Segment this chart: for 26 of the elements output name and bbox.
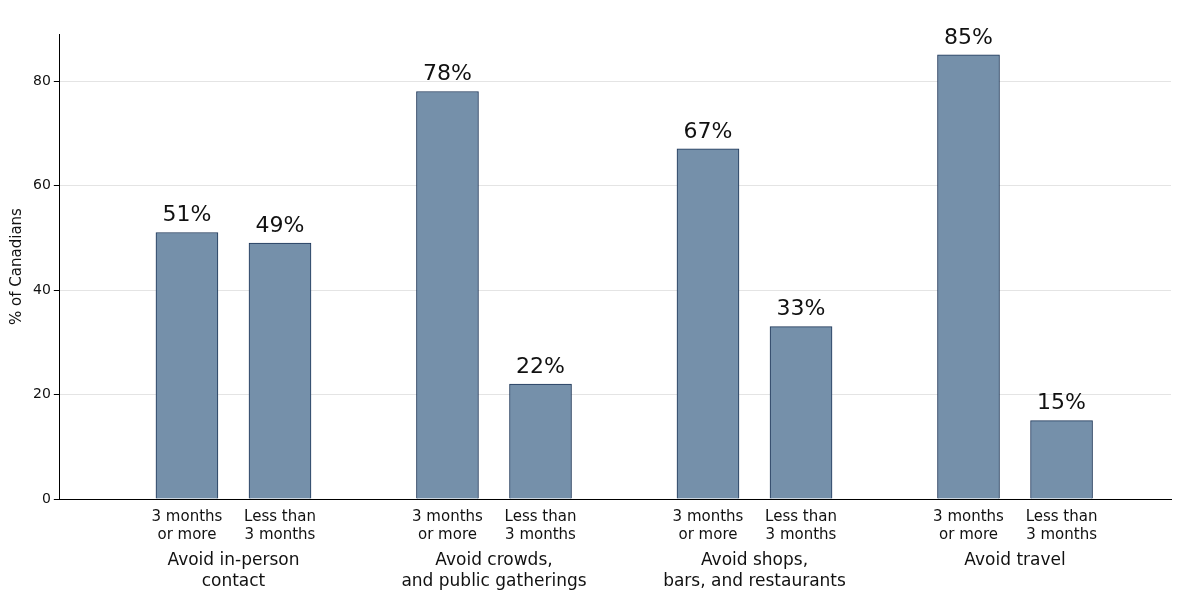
data-label: 15% (1037, 389, 1086, 415)
text: Avoid travel (964, 548, 1066, 569)
text: Avoid in-person contact (167, 548, 300, 590)
y-tick-label: 20 (32, 385, 51, 402)
y-axis-title: % of Canadians (6, 207, 25, 325)
x-tick-label: 3 months or more (151, 506, 223, 543)
y-tick-label: 80 (32, 71, 51, 88)
data-label: 78% (423, 60, 472, 86)
x-tick-label: 3 months or more (412, 506, 484, 543)
text: Avoid shops, bars, and restaurants (663, 548, 847, 590)
y-tick-label: 40 (32, 280, 51, 297)
data-label: 67% (683, 117, 733, 143)
x-tick-label: Less than 3 months (765, 506, 837, 543)
data-label: 33% (776, 295, 826, 321)
data-label: 22% (516, 352, 565, 378)
x-tick-label: Less than 3 months (504, 506, 577, 543)
data-label: 49% (255, 211, 305, 237)
x-tick-label: Less than 3 months (244, 506, 316, 543)
text: Avoid crowds, and public gatherings (401, 548, 587, 590)
y-tick-label: 60 (32, 176, 51, 193)
data-label: 85% (944, 23, 993, 49)
x-tick-label: 3 months or more (672, 506, 744, 543)
data-label: 51% (162, 201, 212, 227)
y-tick-label: 0 (41, 489, 51, 506)
x-tick-label: 3 months or more (933, 506, 1005, 543)
x-tick-label: Less than 3 months (1025, 506, 1098, 543)
